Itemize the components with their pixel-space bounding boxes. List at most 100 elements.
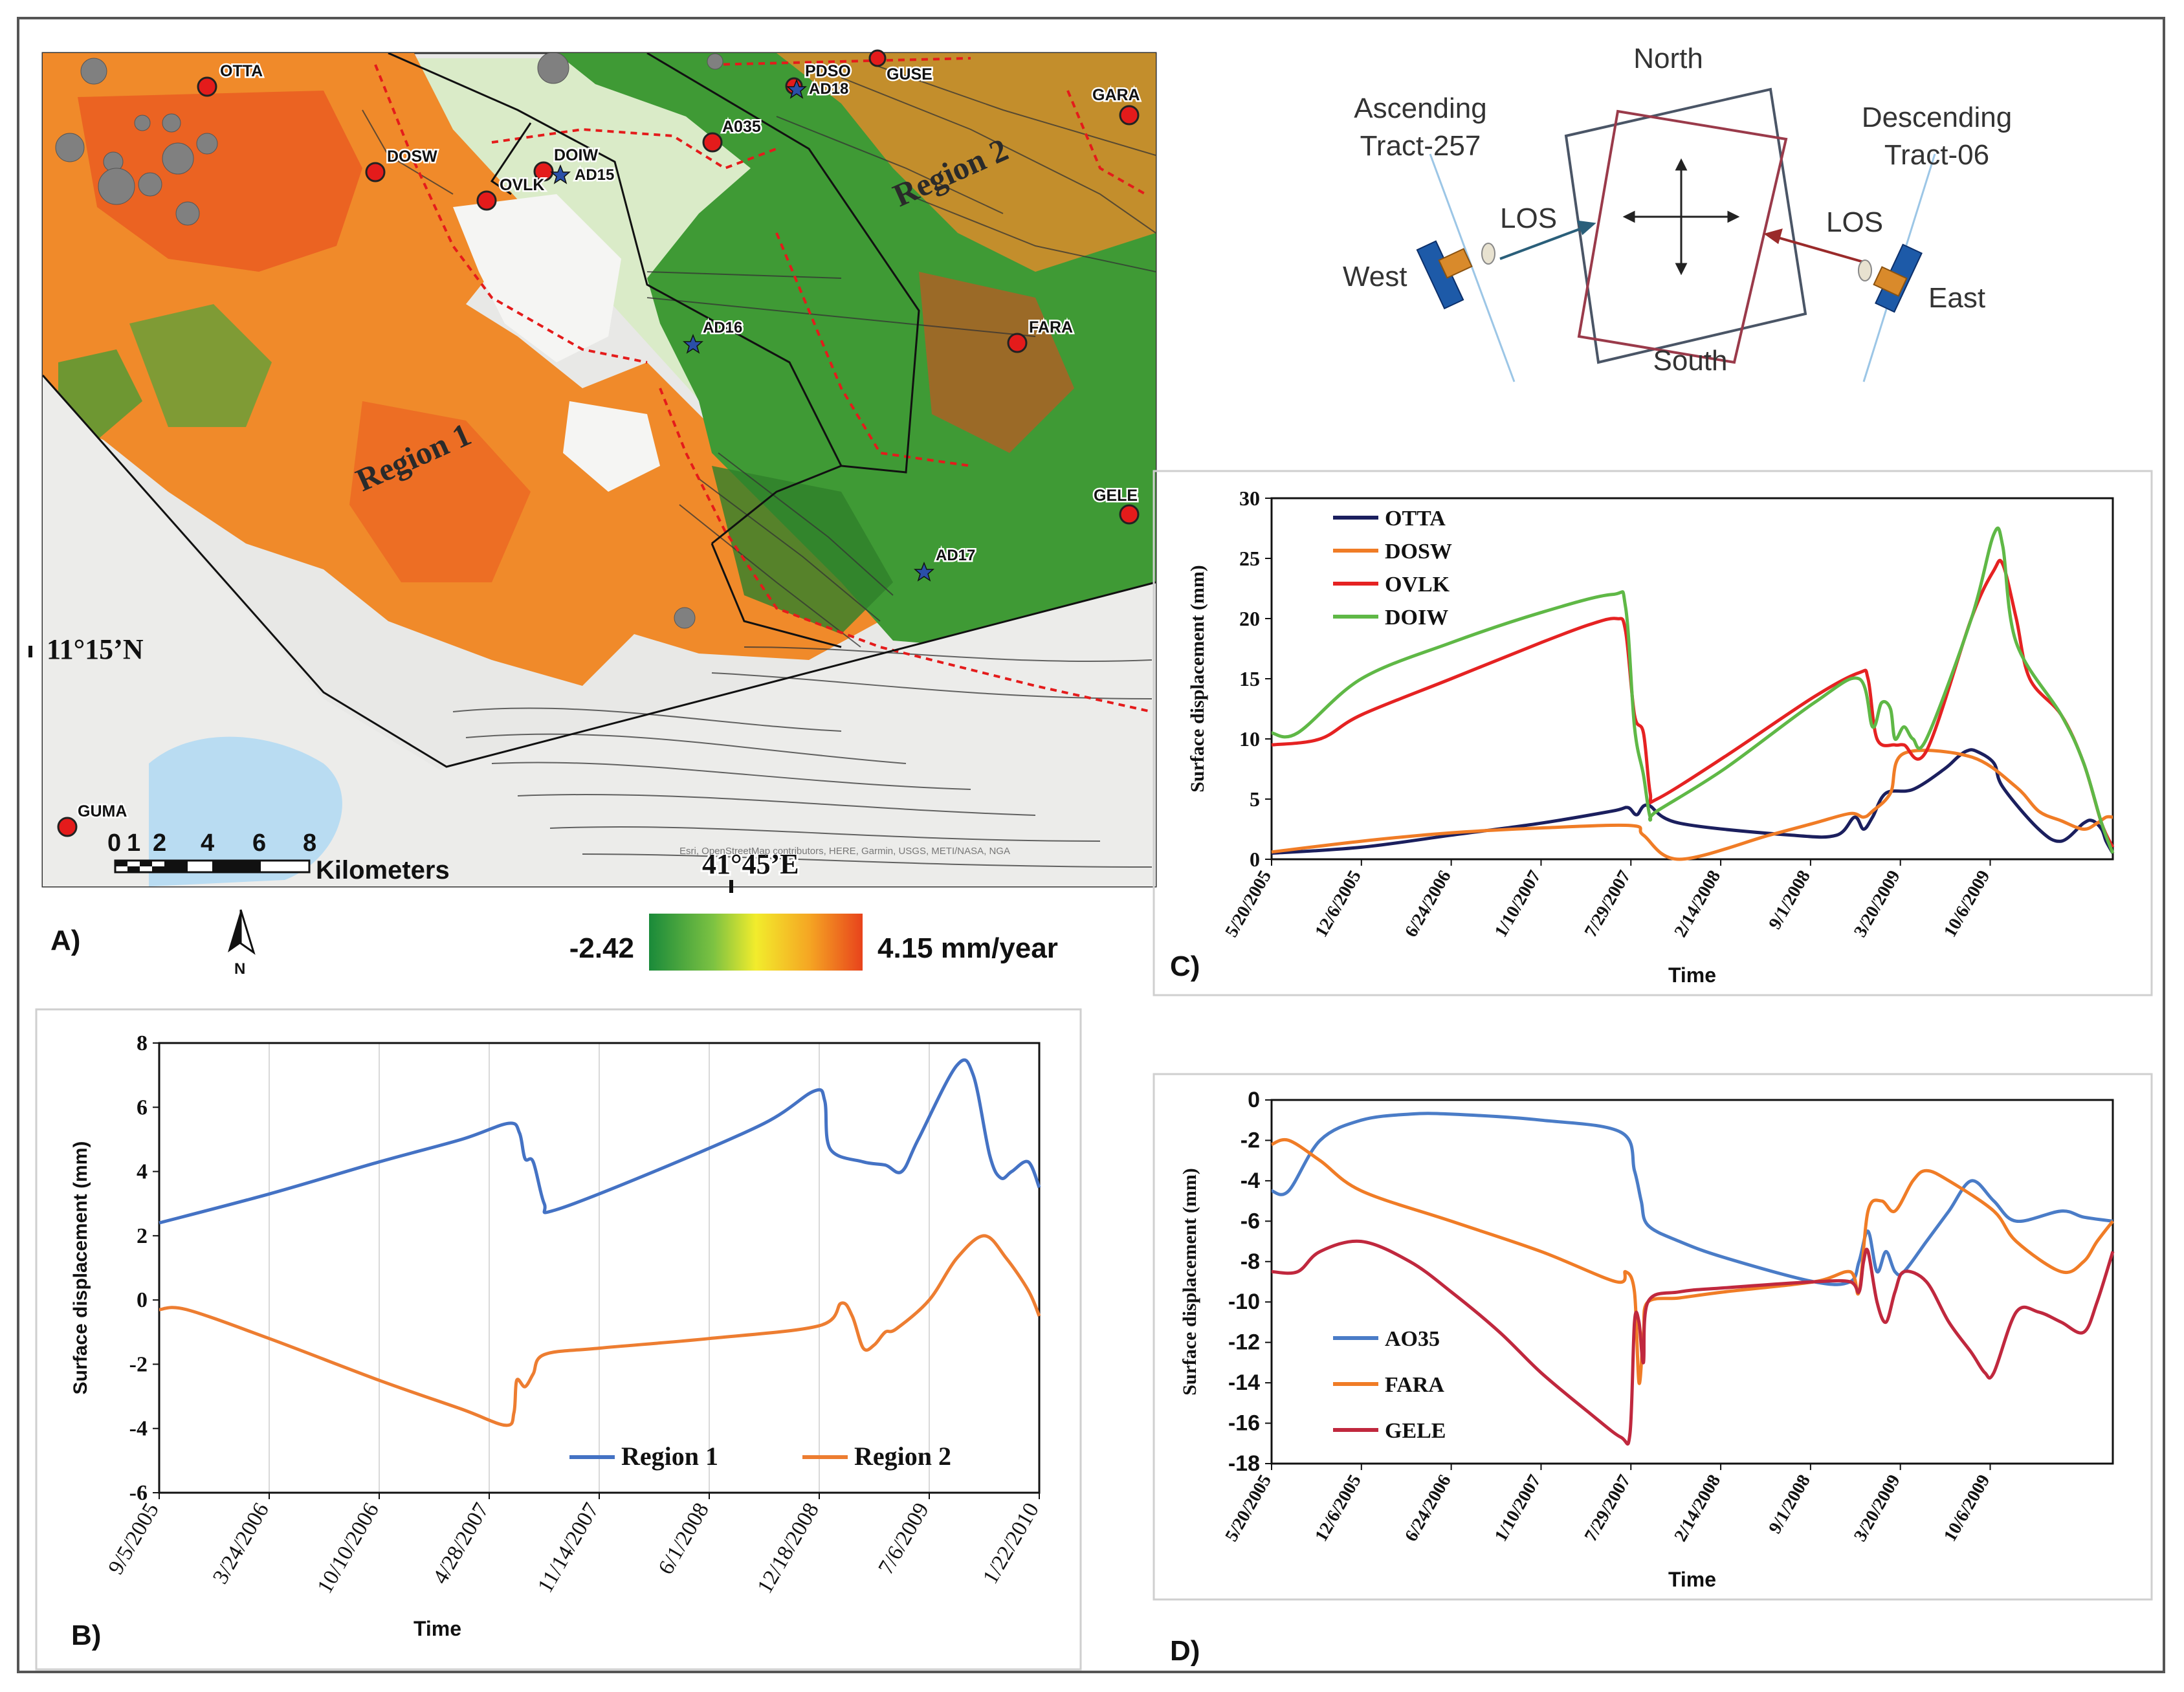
gps-star-icon[interactable] [550,164,571,184]
station-marker[interactable] [868,49,887,67]
x-tick-label: 5/20/2005 [1221,867,1275,941]
station-marker[interactable] [57,817,78,837]
y-tick-label: -2 [1241,1128,1260,1152]
x-tick-label: 1/10/2007 [1491,867,1545,941]
x-tick-label: 7/29/2007 [1581,867,1635,941]
series-line-region-1 [159,1058,1041,1225]
station-marker[interactable] [197,76,217,97]
station-label: DOIW [554,146,598,164]
scale-tick-label: 6 [252,830,266,857]
los-arrow-ascending-icon [1499,220,1596,260]
scale-tick-label: 0 [107,830,121,857]
los-label-descending: LOS [1826,206,1883,238]
ascending-track-line [1429,153,1516,382]
gps-star-icon[interactable] [914,561,934,582]
legend-label: DOIW [1385,606,1448,630]
lat-label: 11°15’N [47,633,144,665]
y-tick-label: -4 [129,1417,148,1441]
scale-unit: Kilometers [316,856,450,884]
series-line-otta [1271,748,2115,855]
x-tick-label: 11/14/2007 [533,1499,604,1598]
y-tick-label: -18 [1228,1451,1260,1476]
nodata-patch [453,194,621,362]
x-tick-label: 1/10/2007 [1491,1471,1545,1545]
series-line-doiw [1271,526,2115,854]
x-tick-label: 6/1/2008 [654,1499,713,1579]
station-label: DOSW [387,148,437,166]
y-tick-label: 0 [137,1288,148,1312]
x-tick-label: 9/1/2008 [1765,867,1814,933]
panel-label-a: A) [50,925,80,956]
study-boundary [43,53,1156,768]
y-tick-label: 25 [1239,547,1260,570]
plot-frame [1270,1099,2114,1465]
colorbar-min-label: -2.42 [569,932,634,964]
x-tick-label: 5/20/2005 [1221,1471,1275,1545]
ascending-tract-label: Tract-257 [1360,130,1481,162]
fault-lines [362,64,1156,868]
gps-markers [550,78,934,582]
chart-d: -18 -16 -14 -12 -10 -8 -6 -4 -2 0 5/20/2005 12/6/20… [1179,1088,2115,1591]
y-tick-label: 15 [1239,667,1260,690]
station-marker[interactable] [365,162,386,182]
satellite-east-icon [1858,243,1923,313]
colorbar-gradient [649,914,863,971]
x-tick-label: 2/14/2008 [1671,1471,1725,1545]
station-marker[interactable] [1119,105,1140,126]
y-tick-label: 10 [1239,727,1260,751]
major-faults [374,57,1153,713]
gps-label: AD18 [809,80,848,98]
descending-tract-label: Tract-06 [1884,139,1989,171]
x-axis-label: Time [1668,1568,1716,1591]
y-tick-label: 6 [137,1095,148,1119]
station-marker[interactable] [1119,504,1140,525]
cross-arrows-icon [1622,158,1740,276]
chart-b: -6 -4 -2 0 2 4 6 8 9/5/2005 3/24/2006 10/10/2006 4/… [70,1031,1044,1640]
gps-label: AD16 [703,319,742,336]
gps-star-icon[interactable] [786,78,807,99]
y-tick-label: -2 [129,1352,148,1376]
descending-footprint [1577,109,1788,364]
y-tick-label: 2 [137,1224,148,1248]
x-tick-label: 7/29/2007 [1581,1471,1635,1545]
x-tick-label: 7/6/2009 [874,1499,933,1579]
y-tick-label: -4 [1241,1169,1260,1193]
gps-star-icon[interactable] [683,333,703,354]
acquisition-geometry-diagram: North South West East Ascending Tract-25… [1343,43,2012,382]
station-marker[interactable] [476,190,497,211]
y-tick-label: 4 [137,1160,148,1184]
map-panel: OTTA DOSW DOIW OVLK A035 PDSO GUSE GARA … [28,49,1157,978]
station-marker[interactable] [1007,333,1028,353]
series-line-ao35 [1271,1112,2113,1286]
los-label-ascending: LOS [1500,203,1557,234]
y-tick-label: -8 [1241,1249,1260,1274]
scale-tick-label: 8 [303,830,316,857]
deformation-hotspot [349,401,531,582]
lon-label: 41°45’E [702,848,799,880]
deformation-region2-orange [777,53,1156,272]
chart-c: 0 5 10 15 20 25 30 5/20/2005 12/6/2005 6/24/2006 1… [1187,487,2115,987]
ascending-footprint [1564,87,1807,364]
y-tick-label: -14 [1228,1370,1260,1395]
y-tick-label: 30 [1239,487,1260,510]
y-tick-label: 0 [1250,848,1260,871]
series-line-dosw [1271,749,2113,861]
figure-frame [17,17,2165,1673]
legend-label: GELE [1385,1419,1446,1443]
station-marker[interactable] [702,132,723,153]
panel-label-b: B) [71,1620,101,1651]
station-label: OTTA [220,62,263,80]
bare-ground [43,375,1156,886]
station-marker[interactable] [533,161,554,182]
station-label: OVLK [500,176,544,194]
scale-tick-label: 1 [127,830,140,857]
gps-labels: AD18 AD15 AD16 AD17 [573,79,977,566]
ascending-label: Ascending [1354,93,1486,124]
y-axis-label: Surface displacement (mm) [70,1141,91,1395]
x-tick-label: 12/6/2005 [1311,1471,1365,1545]
x-tick-label: 3/20/2009 [1850,867,1904,941]
panel-c-box [1153,470,2153,996]
lake-shape [149,736,342,886]
y-tick-label: -6 [1241,1209,1260,1233]
x-tick-label: 12/18/2008 [753,1499,823,1598]
